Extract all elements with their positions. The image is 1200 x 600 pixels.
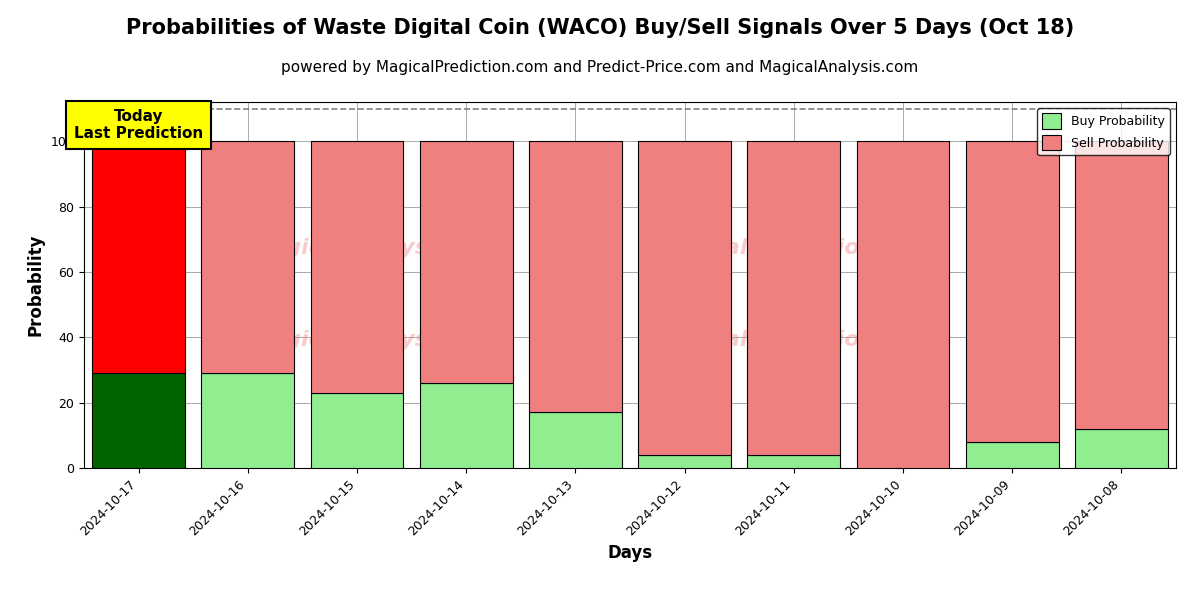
Text: powered by MagicalPrediction.com and Predict-Price.com and MagicalAnalysis.com: powered by MagicalPrediction.com and Pre… [281,60,919,75]
X-axis label: Days: Days [607,544,653,562]
Bar [92,141,185,373]
Bar [311,141,403,393]
Bar [1075,141,1168,429]
Bar [638,141,731,455]
Text: MagicalPrediction.com: MagicalPrediction.com [652,238,936,259]
Bar [202,373,294,468]
Text: MagicalPrediction.com: MagicalPrediction.com [652,330,936,350]
Bar [202,141,294,373]
Bar [420,383,512,468]
Bar [966,141,1058,442]
Bar [92,373,185,468]
Y-axis label: Probability: Probability [26,234,44,336]
Text: MagicalAnalysis.com: MagicalAnalysis.com [248,238,509,259]
Bar [420,141,512,383]
Bar [1075,429,1168,468]
Bar [748,455,840,468]
Bar [638,455,731,468]
Bar [311,393,403,468]
Bar [748,141,840,455]
Text: Today
Last Prediction: Today Last Prediction [74,109,203,141]
Legend: Buy Probability, Sell Probability: Buy Probability, Sell Probability [1037,108,1170,155]
Text: Probabilities of Waste Digital Coin (WACO) Buy/Sell Signals Over 5 Days (Oct 18): Probabilities of Waste Digital Coin (WAC… [126,18,1074,38]
Bar [966,442,1058,468]
Bar [529,412,622,468]
Bar [529,141,622,412]
Text: MagicalAnalysis.com: MagicalAnalysis.com [248,330,509,350]
Bar [857,141,949,468]
